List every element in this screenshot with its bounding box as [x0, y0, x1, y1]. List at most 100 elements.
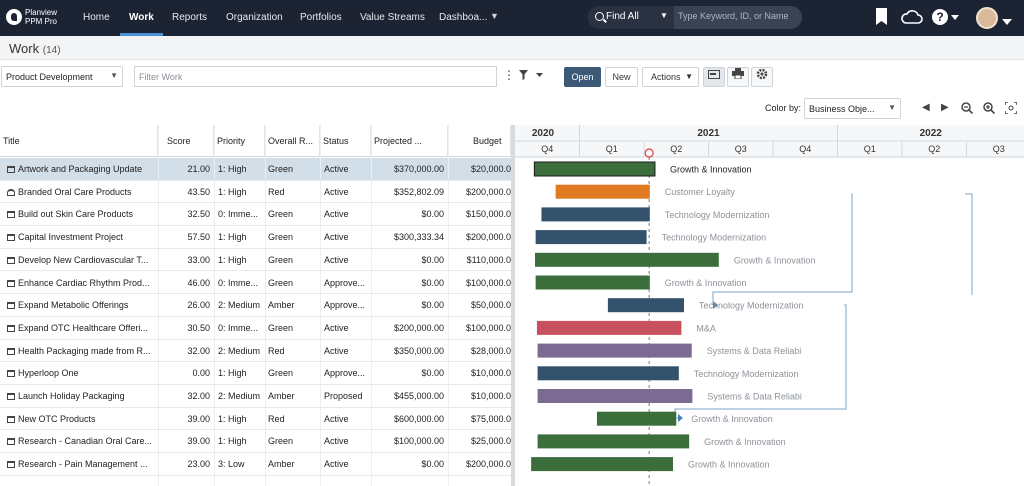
gantt-bar[interactable]	[534, 252, 719, 267]
filter-placeholder: Filter Work	[139, 72, 183, 82]
user-avatar[interactable]	[976, 7, 998, 29]
cell-title[interactable]: Expand OTC Healthcare Offeri...	[7, 317, 156, 339]
cell-projected: $0.00	[421, 277, 444, 288]
table-row[interactable]: Health Packaging made from R... 32.00 2: M…	[0, 340, 513, 363]
nav-item-value-streams[interactable]: Value Streams	[360, 12, 425, 23]
gantt-bar[interactable]	[531, 457, 674, 472]
nav-more-chevron-icon[interactable]: ▼	[490, 11, 499, 21]
gantt-bar[interactable]	[537, 389, 693, 403]
print-icon[interactable]	[727, 67, 749, 87]
column-divider	[265, 125, 266, 486]
table-row[interactable]: Build out Skin Care Products 32.50 0: Imme…	[0, 203, 513, 227]
page-title: Work (14)	[9, 41, 61, 56]
gantt-bar[interactable]	[535, 230, 647, 245]
cell-title[interactable]: Research - Pain Management ...	[7, 453, 156, 475]
table-row[interactable]: Expand OTC Healthcare Offeri... 30.50 0: I…	[0, 317, 513, 340]
nav-item-work[interactable]: Work	[120, 0, 163, 36]
new-button[interactable]: New	[605, 67, 638, 87]
project-icon	[7, 393, 15, 400]
bookmark-icon[interactable]	[875, 8, 888, 28]
gantt-bar[interactable]	[537, 434, 690, 449]
gantt-view-icon[interactable]	[703, 67, 725, 87]
table-row[interactable]: Branded Oral Care Products 43.50 1: High Re…	[0, 181, 513, 204]
column-header-overall[interactable]: Overall R...	[265, 125, 320, 157]
gantt-bar[interactable]	[537, 366, 679, 381]
planview-logo[interactable]: Planview PPM Pro	[6, 7, 86, 29]
cell-title[interactable]: Enhance Cardiac Rhythm Prod...	[7, 272, 156, 294]
cell-score: 0.00	[192, 368, 210, 379]
column-divider	[320, 125, 321, 486]
column-header-status[interactable]: Status	[320, 125, 371, 157]
cell-title[interactable]: Launch Holiday Packaging	[7, 385, 156, 407]
cell-title[interactable]: Hyperloop One	[7, 362, 156, 384]
cell-title[interactable]: New OTC Products	[7, 408, 156, 430]
column-header-priority[interactable]: Priority	[214, 125, 265, 157]
table-row[interactable]: Enhance Cardiac Rhythm Prod... 46.00 0: Im…	[0, 272, 513, 295]
gantt-bar[interactable]	[607, 298, 684, 313]
cell-title[interactable]: Expand Metabolic Offerings	[7, 294, 156, 316]
more-options-icon[interactable]: ⋮	[503, 68, 515, 82]
gantt-bar[interactable]	[596, 411, 677, 426]
gantt-bar[interactable]	[537, 343, 692, 358]
gantt-bar-label: Customer Loyalty	[665, 187, 736, 197]
gantt-bar-label: Systems & Data Reliabi	[707, 346, 802, 356]
cell-title[interactable]: Health Packaging made from R...	[7, 340, 156, 362]
cell-title[interactable]: Branded Oral Care Products	[7, 181, 156, 203]
nav-item-organization[interactable]: Organization	[226, 12, 283, 23]
nav-item-portfolios[interactable]: Portfolios	[300, 12, 342, 23]
cell-title[interactable]: Research - Canadian Oral Care...	[7, 430, 156, 452]
nav-item-reports[interactable]: Reports	[172, 12, 208, 23]
help-icon[interactable]: ?	[932, 9, 960, 30]
user-menu-chevron-icon[interactable]	[1002, 13, 1012, 29]
cloud-icon[interactable]	[901, 9, 923, 28]
table-row[interactable]: Artwork and Packaging Update 21.00 1: High…	[0, 158, 513, 181]
zoom-in-icon[interactable]	[983, 102, 996, 117]
column-divider	[448, 125, 449, 486]
view-select[interactable]: Product Development ▼	[1, 66, 123, 87]
previous-period-icon[interactable]: ◀	[922, 102, 930, 113]
project-icon	[7, 302, 15, 310]
cell-title-text: Develop New Cardiovascular T...	[18, 254, 149, 265]
filter-funnel-icon[interactable]	[519, 70, 543, 82]
cell-title[interactable]: Build out Skin Care Products	[7, 203, 156, 225]
table-row[interactable]: Expand Metabolic Offerings 26.00 2: Medium…	[0, 294, 513, 317]
gantt-bar[interactable]	[541, 207, 650, 222]
search-scope-select[interactable]: Find All ▼	[588, 6, 674, 29]
actions-button[interactable]: Actions ▼	[642, 67, 699, 87]
table-row[interactable]: Develop New Cardiovascular T... 33.00 1: H…	[0, 249, 513, 272]
color-by-select[interactable]: Business Obje... ▼	[804, 98, 901, 119]
zoom-out-icon[interactable]	[961, 102, 974, 117]
column-header-projected[interactable]: Projected ...	[371, 125, 448, 157]
gantt-bar-label: Growth & Innovation	[665, 278, 747, 288]
nav-item-home[interactable]: Home	[83, 12, 110, 23]
cell-priority: 1: High	[218, 164, 247, 174]
column-header-title[interactable]: Title	[0, 125, 158, 157]
table-row[interactable]: Launch Holiday Packaging 32.00 2: Medium Am…	[0, 385, 513, 408]
gantt-bar[interactable]	[535, 275, 650, 290]
gantt-bar[interactable]	[536, 320, 682, 335]
fit-to-screen-icon[interactable]	[1004, 101, 1018, 117]
gantt-bar[interactable]	[555, 184, 650, 199]
column-divider	[158, 125, 159, 486]
cell-title[interactable]: Capital Investment Project	[7, 226, 156, 248]
table-row[interactable]: Hyperloop One 0.00 1: High Green Approve... $…	[0, 362, 513, 385]
filter-work-input[interactable]: Filter Work	[134, 66, 497, 87]
table-row[interactable]: Research - Pain Management ... 23.00 3: Lo…	[0, 453, 513, 476]
table-row[interactable]: Capital Investment Project 57.50 1: High Gr…	[0, 226, 513, 249]
column-header-score[interactable]: Score	[158, 125, 214, 157]
cell-title[interactable]: Artwork and Packaging Update	[7, 158, 156, 180]
cell-title[interactable]: Develop New Cardiovascular T...	[7, 249, 156, 271]
pane-splitter[interactable]	[511, 125, 515, 486]
settings-gear-icon[interactable]	[751, 67, 773, 87]
open-button[interactable]: Open	[564, 67, 601, 87]
table-row[interactable]: Research - Canadian Oral Care... 39.00 1: …	[0, 430, 513, 454]
search-input[interactable]: Type Keyword, ID, or Name	[678, 11, 789, 21]
nav-item-dashboards[interactable]: Dashboa...	[439, 12, 488, 23]
gantt-bar[interactable]	[533, 161, 656, 177]
next-period-icon[interactable]: ▶	[941, 102, 949, 113]
table-row[interactable]: New OTC Products 39.00 1: High Red Active $60…	[0, 408, 513, 431]
cell-priority: 1: High	[218, 436, 247, 447]
global-search: Find All ▼ Type Keyword, ID, or Name	[588, 6, 802, 29]
column-header-budget[interactable]: Budget	[448, 125, 511, 157]
project-icon	[7, 256, 15, 264]
